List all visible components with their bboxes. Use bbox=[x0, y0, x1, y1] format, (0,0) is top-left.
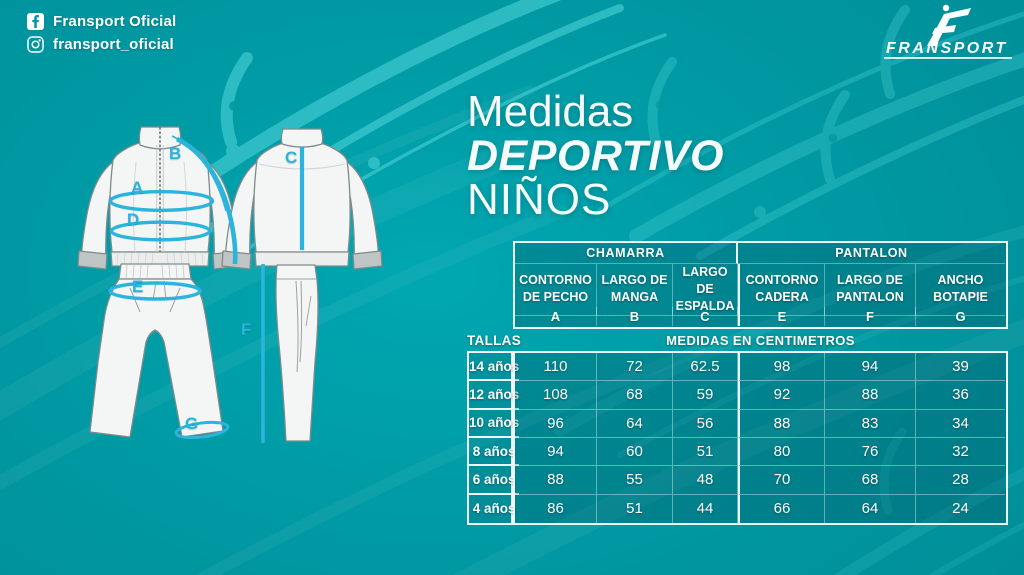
units-label: MEDIDAS EN CENTIMETROS bbox=[666, 333, 855, 348]
table-cell: 76 bbox=[825, 438, 916, 467]
size-row-label: 10 años bbox=[469, 410, 520, 438]
table-cell: 59 bbox=[673, 381, 738, 410]
size-row-label: 4 años bbox=[472, 501, 516, 517]
title-line-2: DEPORTIVO bbox=[467, 132, 724, 180]
table-band: TALLAS MEDIDAS EN CENTIMETROS bbox=[467, 331, 1008, 350]
size-row-label: 8 años bbox=[469, 438, 520, 467]
table-cell: 88 bbox=[515, 466, 597, 495]
table-cell: 48 bbox=[673, 466, 738, 495]
column-header: CONTORNO CADERA bbox=[738, 264, 825, 316]
title-line-3: NIÑOS bbox=[467, 175, 612, 224]
column-header: ANCHO BOTAPIE bbox=[916, 264, 1005, 316]
column-letter-row: A B C E F G bbox=[515, 307, 1006, 326]
group-header-chamarra: CHAMARRA bbox=[515, 243, 738, 264]
size-column: 14 años 12 años 10 años 8 años 6 años 4 … bbox=[467, 351, 520, 525]
table-cell: 94 bbox=[515, 438, 597, 467]
column-header: CONTORNO DE PECHO bbox=[515, 264, 597, 316]
tallas-label: TALLAS bbox=[467, 333, 522, 348]
table-cell: 96 bbox=[515, 409, 597, 438]
column-header: LARGO DE ESPALDA bbox=[673, 264, 738, 316]
table-cell: 98 bbox=[738, 353, 825, 382]
column-header: LARGO DE PANTALON bbox=[825, 264, 916, 316]
facebook-handle: Fransport Oficial bbox=[53, 13, 177, 30]
column-letter: F bbox=[825, 307, 916, 326]
table-cell: 72 bbox=[597, 353, 673, 382]
table-header: CHAMARRA PANTALON CONTORNO DE PECHO LARG… bbox=[513, 241, 1008, 329]
table-cell: 36 bbox=[916, 381, 1005, 410]
table-cell: 28 bbox=[916, 466, 1005, 495]
table-cell: 39 bbox=[916, 353, 1005, 382]
table-cell: 60 bbox=[597, 438, 673, 467]
measure-label-b: B bbox=[169, 144, 182, 163]
size-row-label: 14 años bbox=[469, 353, 520, 382]
measure-label-c: C bbox=[285, 148, 298, 167]
column-letter: C bbox=[673, 307, 738, 326]
table-cell: 88 bbox=[825, 381, 916, 410]
instagram-handle: fransport_oficial bbox=[53, 36, 174, 53]
table-cell: 64 bbox=[597, 409, 673, 438]
column-letter: B bbox=[597, 307, 673, 326]
table-cell: 94 bbox=[825, 353, 916, 382]
column-name-row: CONTORNO DE PECHO LARGO DE MANGA LARGO D… bbox=[515, 264, 1006, 316]
title-line-1: Medidas bbox=[467, 87, 634, 136]
table-cell: 68 bbox=[825, 466, 916, 495]
measure-label-f: F bbox=[241, 320, 252, 339]
group-header-pantalon: PANTALON bbox=[738, 243, 1005, 264]
column-letter: G bbox=[955, 309, 966, 324]
table-cell: 44 bbox=[673, 494, 738, 523]
group-header-row: CHAMARRA PANTALON bbox=[515, 243, 1006, 264]
column-header: LARGO DE MANGA bbox=[597, 264, 673, 316]
measure-label-d: D bbox=[127, 210, 140, 229]
column-letter: A bbox=[515, 307, 597, 326]
logo-underline bbox=[884, 57, 1012, 59]
table-cell: 32 bbox=[916, 438, 1005, 467]
instagram-icon bbox=[27, 36, 44, 53]
size-row-label: 12 años bbox=[469, 381, 520, 410]
table-cell: 108 bbox=[515, 381, 597, 410]
table-cell: 88 bbox=[738, 409, 825, 438]
jacket-front-drawing bbox=[77, 126, 243, 270]
table-cell: 70 bbox=[738, 466, 825, 495]
table-cell: 83 bbox=[825, 409, 916, 438]
table-cell: 62.5 bbox=[673, 353, 738, 382]
table-cell: 64 bbox=[825, 494, 916, 523]
brand-logo: FRANSPORT bbox=[884, 4, 1012, 59]
table-cell: 68 bbox=[597, 381, 673, 410]
facebook-icon bbox=[27, 13, 44, 30]
table-cell: 56 bbox=[673, 409, 738, 438]
logo-dot bbox=[942, 4, 950, 12]
measure-label-e: E bbox=[132, 277, 144, 296]
table-cell: 66 bbox=[738, 494, 825, 523]
table-cell: 92 bbox=[738, 381, 825, 410]
size-table: CHAMARRA PANTALON CONTORNO DE PECHO LARG… bbox=[467, 241, 1008, 525]
column-letter: E bbox=[738, 307, 825, 326]
measure-label-g: G bbox=[185, 414, 199, 433]
pants-front-drawing bbox=[89, 263, 224, 438]
pants-side-drawing bbox=[275, 264, 319, 442]
table-cell: 86 bbox=[515, 494, 597, 523]
instagram-row: fransport_oficial bbox=[27, 33, 176, 56]
measure-label-a: A bbox=[131, 178, 144, 197]
table-cell: 110 bbox=[515, 353, 597, 382]
size-row-label: 6 años bbox=[469, 466, 520, 495]
measurement-marks bbox=[108, 135, 305, 443]
social-links: Fransport Oficial fransport_oficial bbox=[27, 10, 176, 56]
facebook-row: Fransport Oficial bbox=[27, 10, 176, 33]
table-cell: 51 bbox=[673, 438, 738, 467]
table-cell: 80 bbox=[738, 438, 825, 467]
brand-wordmark: FRANSPORT bbox=[886, 40, 1008, 57]
page-title: Medidas DEPORTIVO NIÑOS bbox=[467, 90, 724, 222]
values-grid: 110 72 62.5 98 94 39 108 68 59 92 88 36 … bbox=[513, 351, 1008, 525]
table-cell: 24 bbox=[952, 500, 969, 518]
table-cell: 34 bbox=[916, 410, 1005, 438]
table-cell: 55 bbox=[597, 466, 673, 495]
table-cell: 51 bbox=[597, 494, 673, 523]
